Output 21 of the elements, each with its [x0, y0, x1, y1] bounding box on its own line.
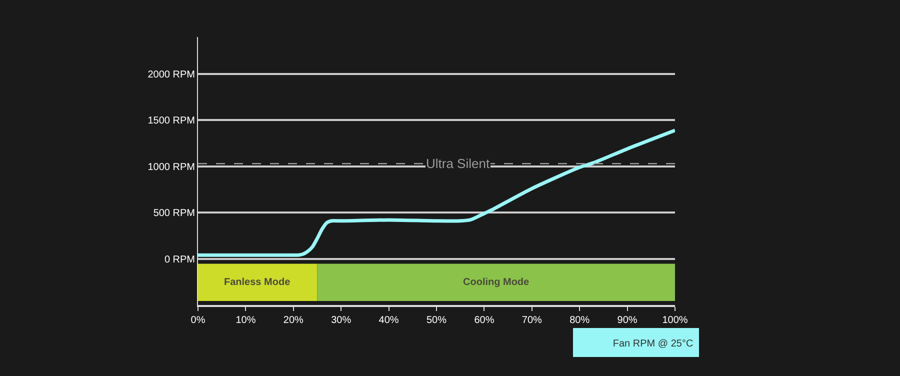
x-tick-label: 90%	[617, 315, 638, 326]
x-tick-label: 40%	[378, 315, 399, 326]
y-tick-label: 0 RPM	[164, 254, 195, 266]
x-tick-label: 0%	[190, 315, 206, 326]
y-tick-label: 2000 RPM	[148, 69, 195, 80]
band-label: Fanless Mode	[224, 277, 291, 288]
ref-line-label: Ultra Silent	[426, 156, 490, 171]
x-tick-label: 30%	[331, 315, 352, 326]
y-tick-label: 1500 RPM	[148, 116, 195, 127]
x-tick-label: 10%	[236, 315, 256, 326]
x-tick-label: 100%	[662, 315, 688, 326]
line-series	[198, 128, 675, 257]
x-tick-label: 60%	[474, 315, 494, 326]
y-tick-label: 1000 RPM	[148, 162, 195, 173]
x-tick-label: 20%	[283, 315, 304, 326]
x-tick-label: 80%	[570, 315, 590, 326]
x-tick-label: 70%	[522, 315, 542, 326]
text: Fan RPM @ 25°C	[612, 338, 694, 350]
y-tick-label: 500 RPM	[153, 208, 195, 220]
band-label: Cooling Mode	[463, 277, 530, 288]
x-tick-label: 50%	[426, 315, 447, 326]
